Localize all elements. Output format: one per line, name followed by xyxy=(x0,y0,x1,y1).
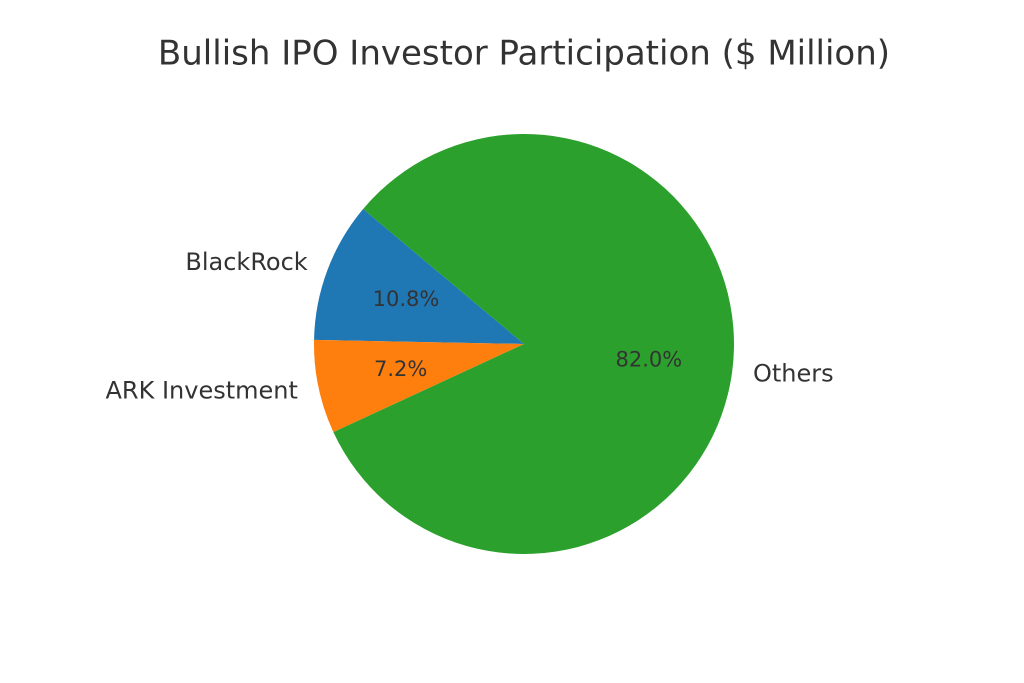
pie-slice xyxy=(314,339,524,433)
value-label: 82.0% xyxy=(616,348,683,372)
category-label: BlackRock xyxy=(185,248,307,276)
value-label: 7.2% xyxy=(374,357,427,381)
pie-slice xyxy=(333,134,734,554)
chart-title: Bullish IPO Investor Participation ($ Mi… xyxy=(158,34,890,74)
value-label: 10.8% xyxy=(373,287,440,311)
category-label: ARK Investment xyxy=(106,376,298,404)
category-label: Others xyxy=(753,360,834,388)
pie-slice xyxy=(314,209,524,344)
